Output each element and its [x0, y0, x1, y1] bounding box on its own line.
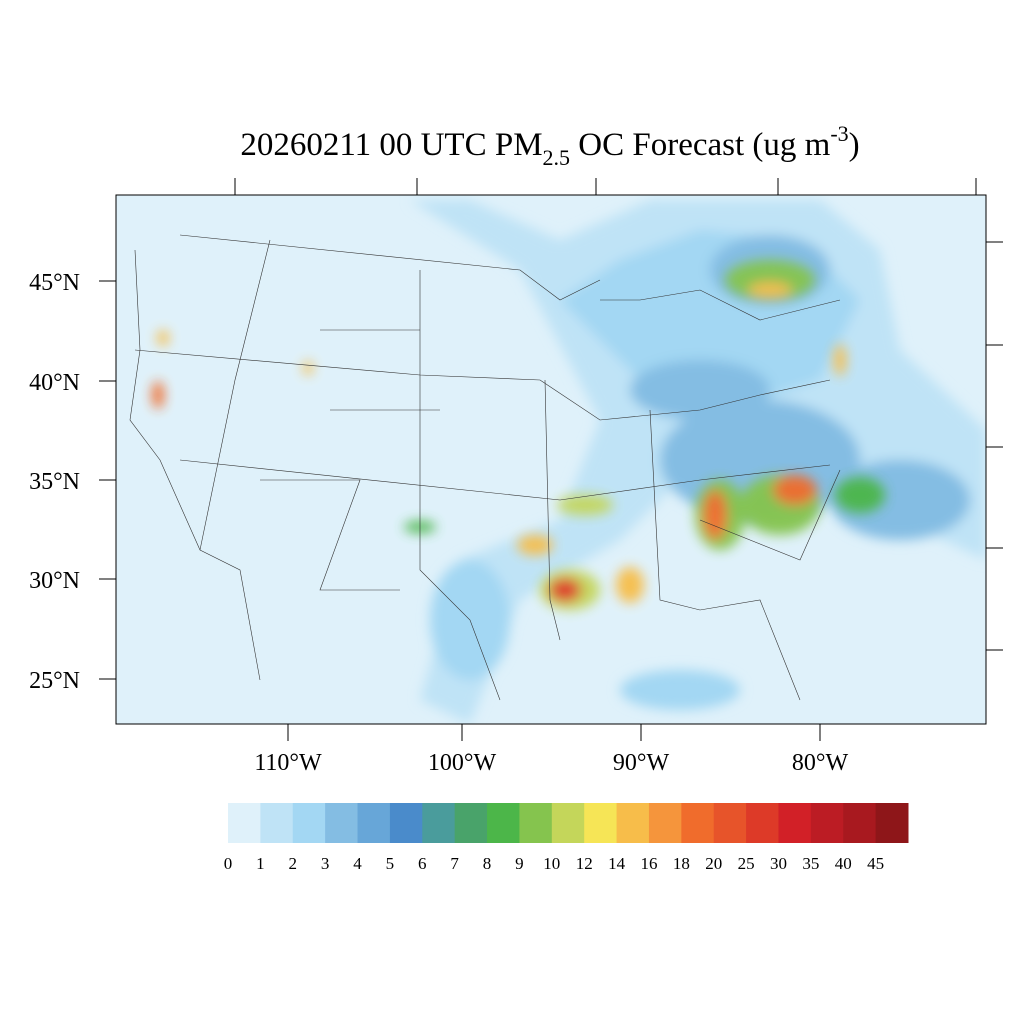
- colorbar-swatch: [746, 803, 779, 843]
- title-sub: 2.5: [543, 145, 571, 170]
- colorbar-label: 30: [770, 854, 787, 873]
- colorbar-label: 3: [321, 854, 330, 873]
- colorbar-swatch: [325, 803, 359, 843]
- colorbar-swatch: [551, 803, 585, 843]
- colorbar-swatch: [422, 803, 456, 843]
- colorbar-swatch: [616, 803, 650, 843]
- lat-label: 35°N: [29, 469, 80, 495]
- map-field: [116, 195, 986, 724]
- colorbar-label: 0: [224, 854, 233, 873]
- colorbar-label: 18: [673, 854, 690, 873]
- title-end: ): [849, 127, 860, 163]
- colorbar: 0 1 2 3 4 5 6 7 8 9 10 12 14 16 18 20 25 30 35 40 45: [224, 803, 909, 873]
- colorbar-swatch: [519, 803, 553, 843]
- colorbar-swatch: [713, 803, 747, 843]
- colorbar-swatch: [875, 803, 909, 843]
- colorbar-swatch: [487, 803, 520, 843]
- lon-label: 90°W: [613, 750, 670, 776]
- lat-label: 45°N: [29, 270, 80, 296]
- colorbar-swatch: [454, 803, 488, 843]
- state-outlines: [129, 234, 841, 701]
- colorbar-label: 7: [450, 854, 459, 873]
- colorbar-label: 25: [738, 854, 755, 873]
- lat-label: 40°N: [29, 370, 80, 396]
- colorbar-label: 10: [543, 854, 560, 873]
- map-frame: [115, 194, 987, 725]
- title: 20260211 00 UTC PM2.5 OC Forecast (ug m-…: [240, 121, 859, 170]
- colorbar-swatch: [228, 803, 261, 843]
- colorbar-label: 2: [289, 854, 298, 873]
- colorbar-swatch: [843, 803, 877, 843]
- axes-labels: 45°N 40°N 35°N 30°N 25°N 110°W 100°W 90°W 80°W: [29, 270, 848, 776]
- colorbar-swatch: [681, 803, 715, 843]
- colorbar-label: 8: [483, 854, 492, 873]
- title-sup: -3: [830, 121, 848, 146]
- lon-label: 110°W: [254, 750, 322, 776]
- colorbar-label: 45: [867, 854, 884, 873]
- frame-ticks: [234, 178, 1003, 651]
- colorbar-swatch: [584, 803, 618, 843]
- lon-label: 100°W: [428, 750, 497, 776]
- colorbar-label: 40: [835, 854, 852, 873]
- colorbar-label: 4: [353, 854, 362, 873]
- title-main: 20260211 00 UTC PM: [240, 127, 542, 163]
- colorbar-swatch: [778, 803, 812, 843]
- colorbar-swatch: [260, 803, 294, 843]
- lat-label: 25°N: [29, 668, 80, 694]
- colorbar-label: 5: [386, 854, 395, 873]
- lat-label: 30°N: [29, 568, 80, 594]
- title-rest: OC Forecast (ug m: [570, 127, 831, 163]
- colorbar-label: 6: [418, 854, 427, 873]
- colorbar-label: 20: [705, 854, 722, 873]
- colorbar-swatch: [357, 803, 391, 843]
- colorbar-swatch: [648, 803, 682, 843]
- colorbar-swatch: [389, 803, 423, 843]
- colorbar-label: 16: [640, 854, 657, 873]
- lon-label: 80°W: [792, 750, 849, 776]
- colorbar-label: 9: [515, 854, 524, 873]
- colorbar-label: 35: [802, 854, 819, 873]
- colorbar-swatch: [810, 803, 844, 843]
- colorbar-label: 12: [576, 854, 593, 873]
- colorbar-label: 1: [256, 854, 265, 873]
- colorbar-label: 14: [608, 854, 626, 873]
- colorbar-swatch: [292, 803, 326, 843]
